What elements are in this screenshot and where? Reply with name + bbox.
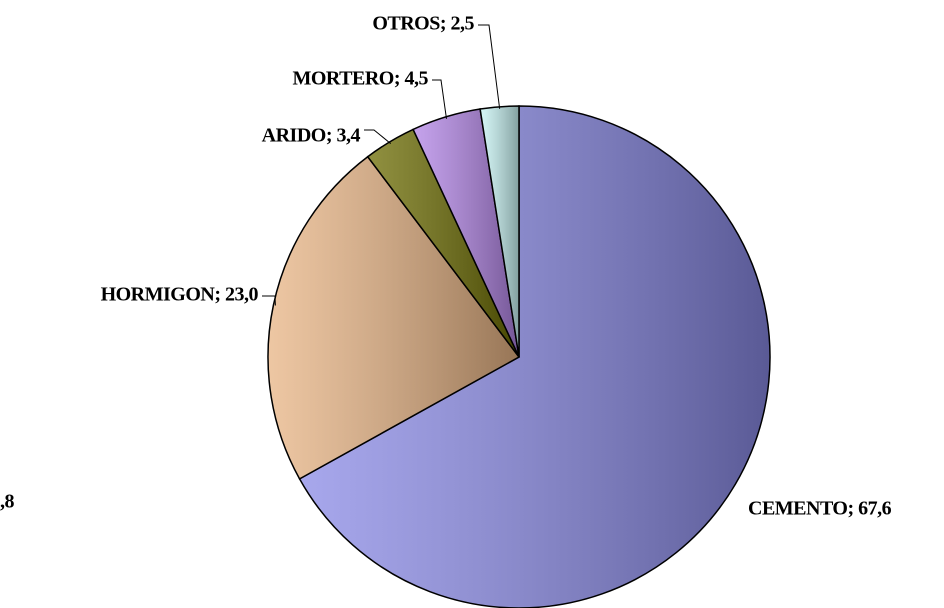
slice-shade: [267, 155, 521, 480]
data-label: OTROS; 2,5: [372, 13, 474, 35]
leader-line: [478, 24, 501, 109]
data-label: ARIDO; 3,4: [262, 125, 361, 147]
data-label: HORMIGON; 23,0: [101, 284, 259, 306]
data-label: MORTERO; 4,5: [292, 68, 428, 90]
data-label: CEMENTO; 67,6: [748, 498, 892, 520]
annotation: ,8: [0, 491, 15, 513]
leader-line: [364, 129, 392, 144]
leader-line: [262, 295, 276, 306]
slice-shade: [298, 105, 771, 608]
leader-line: [432, 79, 447, 119]
